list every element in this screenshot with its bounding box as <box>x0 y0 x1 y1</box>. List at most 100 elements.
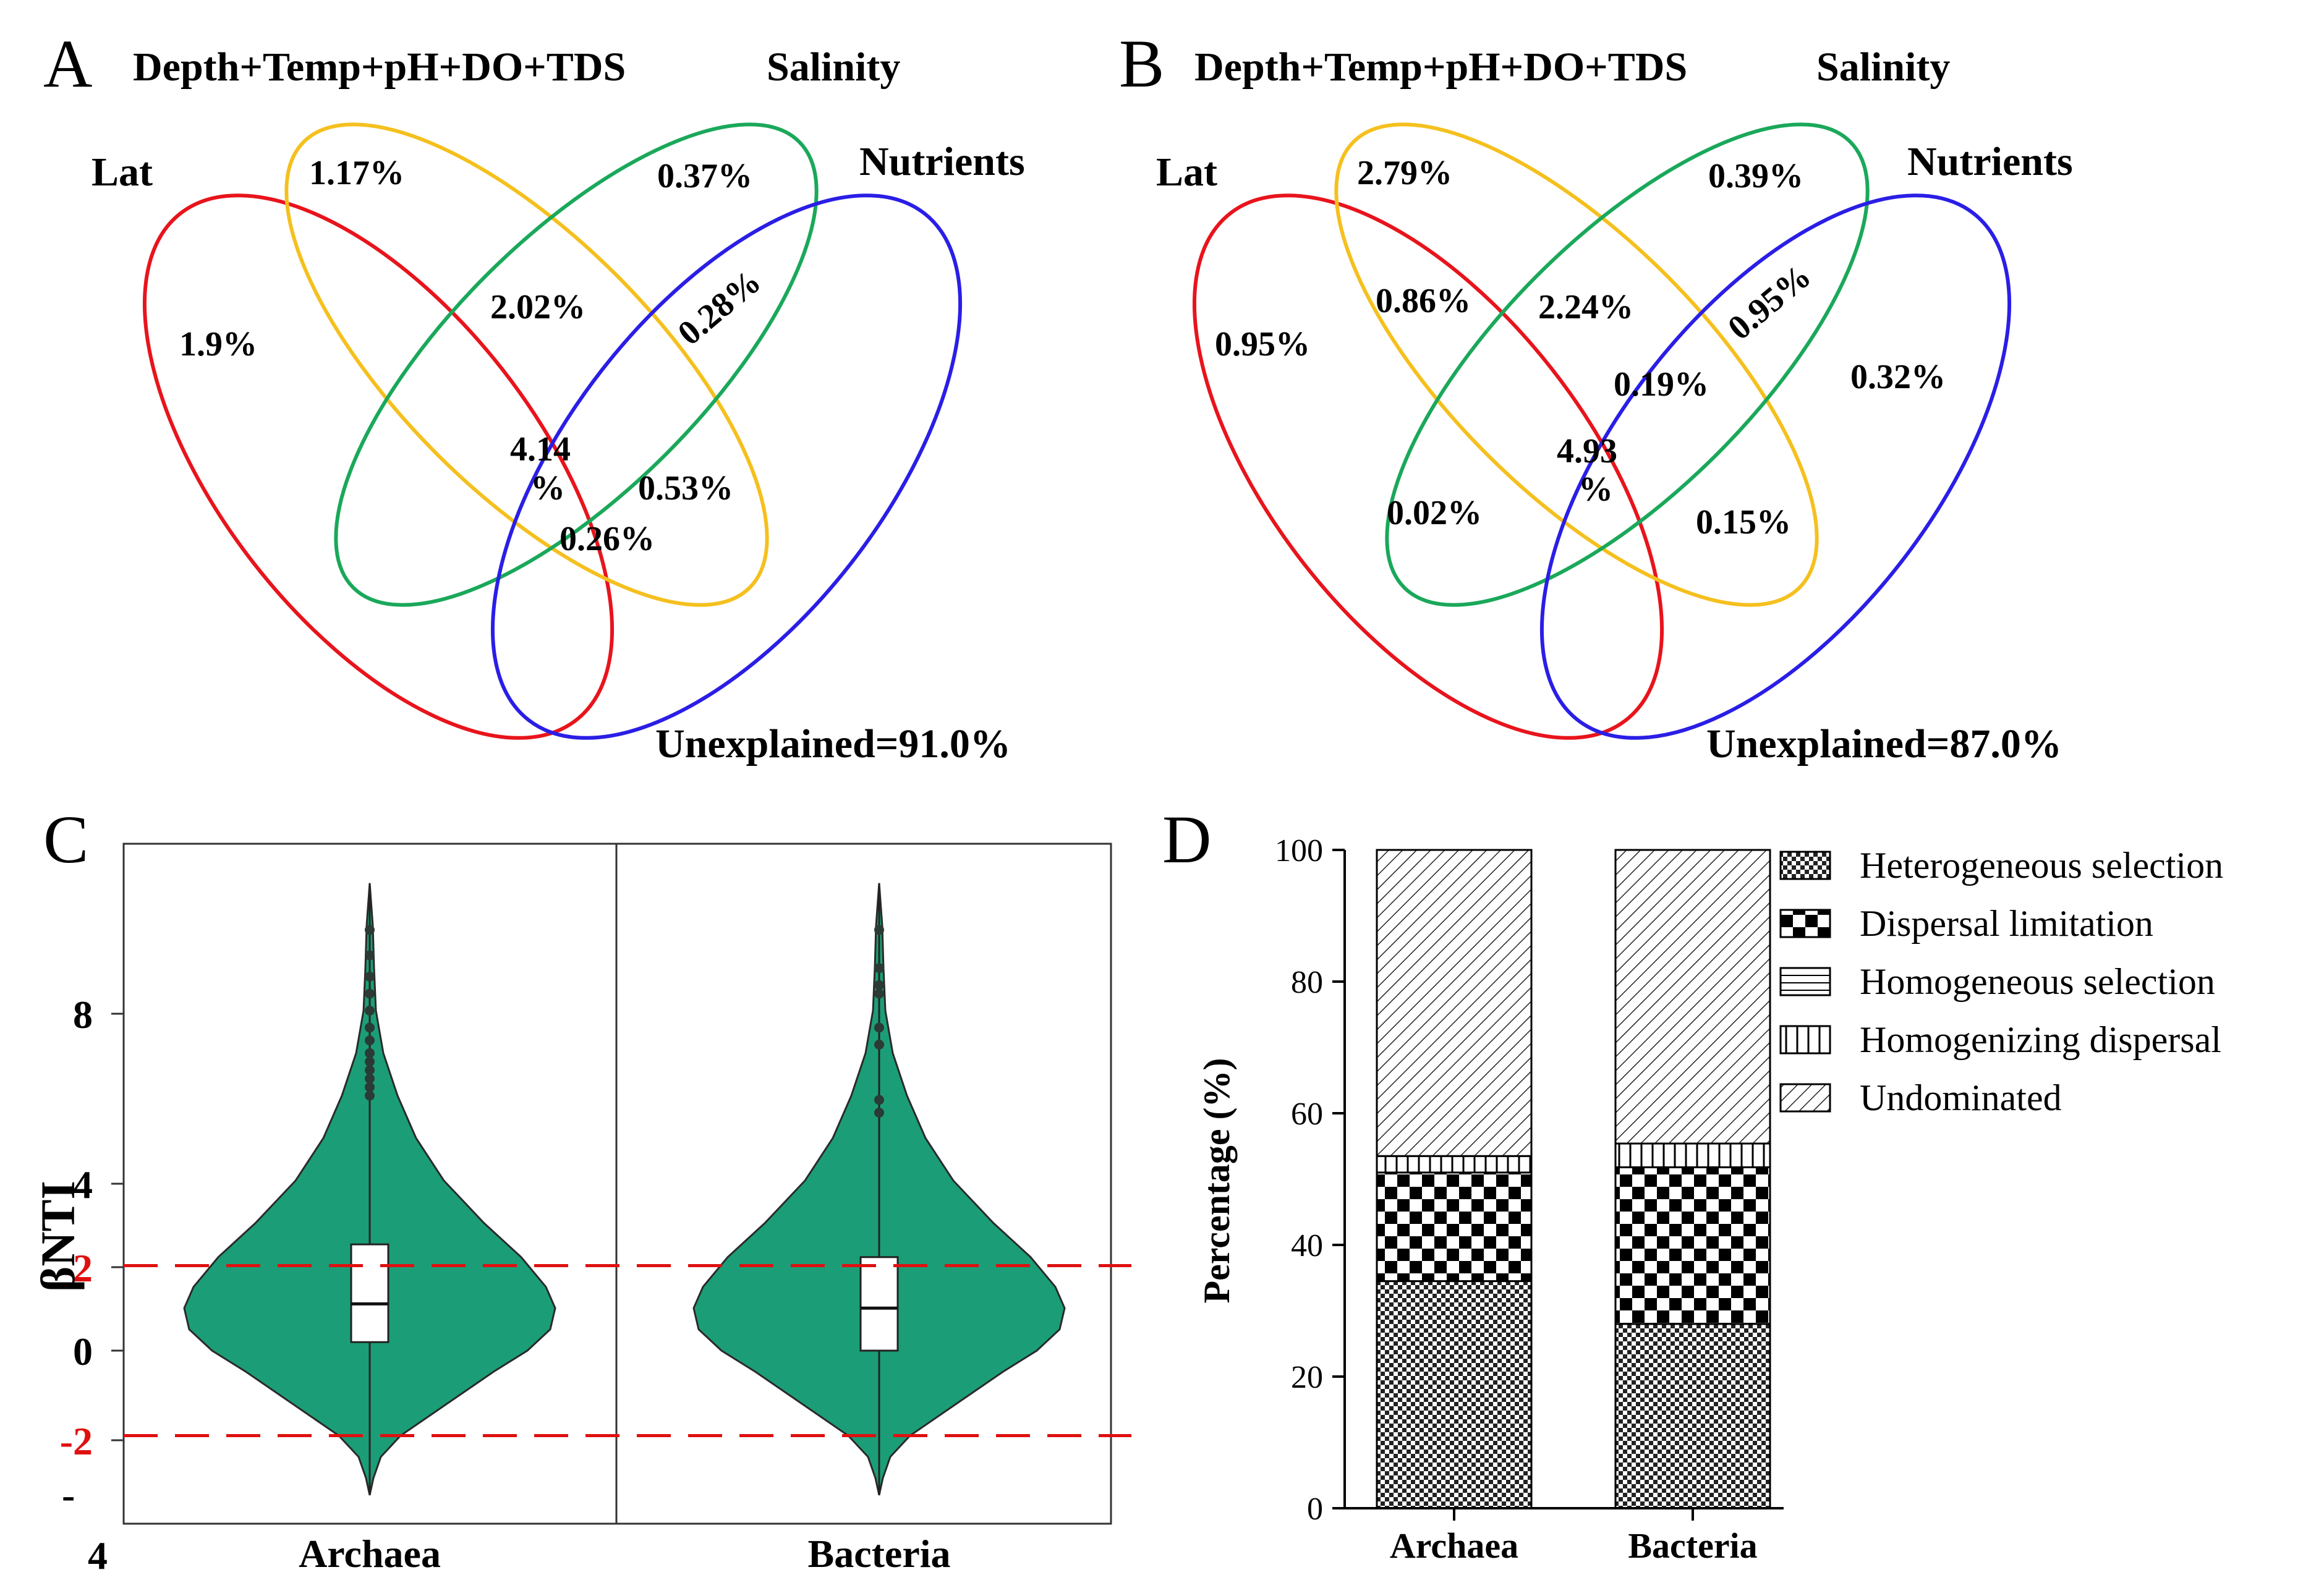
d-legend-label-dispersal: Dispersal limitation <box>1860 903 2153 944</box>
violin-outlier-archaea-0 <box>365 1090 375 1101</box>
venn-a-all-four-bottom: % <box>530 469 565 507</box>
d-ytick-100: 100 <box>1275 833 1323 868</box>
d-legend-swatch-undominated <box>1779 1083 1831 1113</box>
d-ytick-0: 0 <box>1307 1492 1323 1527</box>
violin-outlier-archaea-1 <box>365 1082 375 1092</box>
venn-b-env-only: 2.79% <box>1357 154 1452 192</box>
venn-a-set-salinity-label: Salinity <box>767 45 900 90</box>
c-ytick-minus: - <box>62 1473 75 1517</box>
c-ylabel: βNTI <box>31 1181 85 1292</box>
venn-b-center-small: 0.19% <box>1614 365 1709 404</box>
violin-outlier-archaea-8 <box>365 1006 375 1016</box>
d-legend-swatch-homogeneous <box>1779 967 1831 996</box>
c-ytick-8: 8 <box>73 993 93 1037</box>
venn-a-lat-ellipse <box>143 193 614 740</box>
venn-b-set-nutrients-label: Nutrients <box>1907 139 2073 184</box>
venn-a-salinity-ellipse <box>334 122 819 607</box>
d-ytick-80: 80 <box>1291 965 1323 1000</box>
violin-chart: 8 4 0 2 -2 - 4 βNTI Archaea Bacteria <box>31 843 1131 1575</box>
venn-a-lat-only: 1.9% <box>179 325 257 363</box>
bar-archaea-dispersal-limitation <box>1376 1171 1533 1283</box>
venn-b-nutrients-only: 0.32% <box>1850 358 1946 396</box>
venn-b-nutrients-ellipse <box>1540 193 2011 740</box>
violin-outlier-bacteria-2 <box>874 1040 884 1050</box>
d-legend-label-homogenizing: Homogenizing dispersal <box>1860 1019 2221 1060</box>
venn-b-lat-only: 0.95% <box>1215 325 1310 363</box>
bar-bacteria-heterogeneous-selection <box>1614 1323 1771 1509</box>
violin-panel-bacteria-frame <box>615 843 1112 1525</box>
venn-a-env-nutrients: 0.53% <box>638 469 733 507</box>
violin-outlier-archaea-5 <box>365 1048 375 1058</box>
bar-archaea-homogenizing-dispersal <box>1376 1155 1533 1174</box>
venn-b-set-lat-label: Lat <box>1156 150 1217 195</box>
venn-b-salinity-only: 0.39% <box>1708 157 1803 195</box>
violin-outlier-archaea-6 <box>365 1035 375 1046</box>
panel-label-a: A <box>43 26 92 101</box>
venn-b-lat-ellipse <box>1193 193 1664 740</box>
venn-b: Depth+Temp+pH+DO+TDS Salinity Lat Nutrie… <box>1156 45 2073 766</box>
violin-outlier-bacteria-6 <box>874 963 884 974</box>
stacked-bar-chart: 0 20 40 60 80 100 Percentage (%) Archaea Bact… <box>1196 833 2223 1566</box>
bar-archaea-heterogeneous-selection <box>1376 1280 1533 1509</box>
c-xcat-archaea: Archaea <box>299 1532 441 1575</box>
c-ytick-0: 0 <box>73 1330 93 1373</box>
d-legend-swatch-dispersal <box>1779 909 1831 938</box>
venn-a-set-env-label: Depth+Temp+pH+DO+TDS <box>133 45 626 90</box>
d-legend-swatch-heterogeneous <box>1779 851 1831 880</box>
violin-outlier-archaea-11 <box>365 950 375 961</box>
violin-box-archaea <box>350 1243 389 1343</box>
venn-a-all-four-top: 4.14 <box>510 430 571 469</box>
venn-b-salinity-nutrients: 0.95% <box>1721 257 1818 347</box>
venn-a-salinity-only: 0.37% <box>657 157 752 195</box>
venn-a-salinity-nutrients: 0.28% <box>671 262 768 352</box>
bar-bacteria-dispersal-limitation <box>1614 1166 1771 1325</box>
c-ytick-4: 4 <box>73 1163 93 1207</box>
d-legend-label-heterogeneous: Heterogeneous selection <box>1860 845 2223 886</box>
venn-a-nutrients-ellipse <box>491 193 962 740</box>
d-ytick-60: 60 <box>1291 1097 1323 1132</box>
d-legend-label-homogeneous: Homogeneous selection <box>1860 961 2215 1002</box>
c-ytick-four: 4 <box>88 1534 108 1575</box>
violin-outlier-bacteria-4 <box>874 988 884 999</box>
venn-a-env-salinity: 2.02% <box>490 288 585 326</box>
venn-a-set-lat-label: Lat <box>92 150 153 195</box>
bar-bacteria-homogenizing-dispersal <box>1614 1142 1771 1168</box>
venn-b-all-four-bottom: % <box>1578 470 1613 509</box>
violin-outlier-bacteria-5 <box>874 980 884 990</box>
violin-outlier-bacteria-7 <box>874 925 884 935</box>
violin-outlier-archaea-7 <box>365 1022 375 1033</box>
violin-outlier-archaea-12 <box>365 925 375 935</box>
c-ytick-2: 2 <box>73 1246 93 1290</box>
c-yticks-marks <box>111 1012 124 1441</box>
d-ytick-20: 20 <box>1291 1360 1323 1395</box>
venn-a-unexplained: Unexplained=91.0% <box>655 721 1011 766</box>
venn-b-set-salinity-label: Salinity <box>1816 45 1950 90</box>
venn-a-set-nutrients-label: Nutrients <box>859 139 1025 184</box>
d-ylabel: Percentage (%) <box>1196 1058 1237 1303</box>
d-xticks-marks <box>1453 1508 1694 1521</box>
violin-outlier-archaea-3 <box>365 1065 375 1076</box>
bar-archaea-undominated <box>1376 849 1533 1157</box>
venn-b-all-four-top: 4.93 <box>1557 432 1617 470</box>
d-ytick-40: 40 <box>1291 1228 1323 1263</box>
venn-b-unexplained: Unexplained=87.0% <box>1706 721 2062 766</box>
d-xcat-bacteria: Bacteria <box>1628 1526 1757 1566</box>
panel-label-d: D <box>1162 802 1211 877</box>
venn-b-set-env-label: Depth+Temp+pH+DO+TDS <box>1194 45 1687 90</box>
violin-outlier-archaea-10 <box>365 972 375 982</box>
violin-outlier-archaea-2 <box>365 1074 375 1084</box>
d-legend: Heterogeneous selection Dispersal limita… <box>1779 845 2223 1118</box>
venn-a-lat-nutrients: 0.26% <box>560 520 655 558</box>
d-legend-label-undominated: Undominated <box>1860 1077 2062 1118</box>
venn-a: Depth+Temp+pH+DO+TDS Salinity Lat Nutrie… <box>92 45 1025 766</box>
violin-outlier-bacteria-1 <box>874 1095 884 1105</box>
venn-b-lat-env: 0.86% <box>1376 282 1471 320</box>
venn-b-env-salinity: 2.24% <box>1538 288 1633 326</box>
c-ytick-neg2: -2 <box>60 1419 93 1463</box>
violin-outlier-archaea-4 <box>365 1056 375 1067</box>
violin-outlier-bacteria-3 <box>874 1022 884 1033</box>
panel-label-c: C <box>43 802 88 877</box>
d-legend-swatch-homogenizing <box>1779 1025 1831 1055</box>
venn-a-env-only: 1.17% <box>309 154 404 192</box>
